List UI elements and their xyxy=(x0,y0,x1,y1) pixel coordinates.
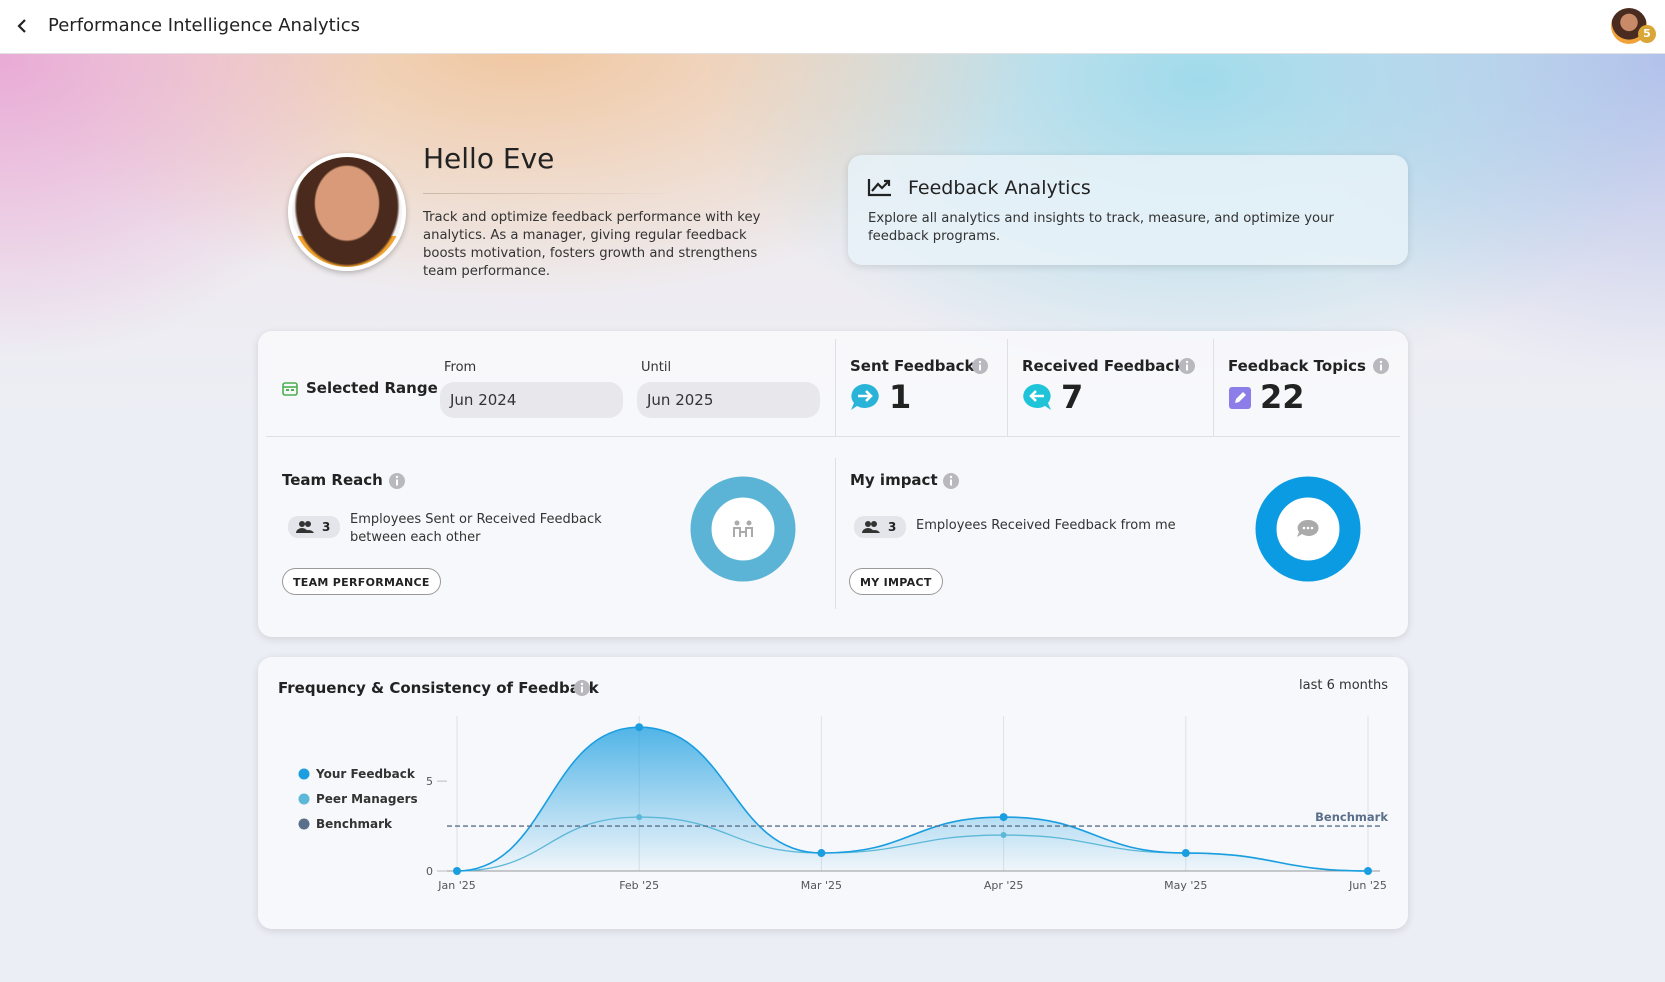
data-point xyxy=(1181,849,1190,858)
my-impact-donut xyxy=(1255,476,1361,582)
data-point xyxy=(817,849,826,858)
benchmark-label: Benchmark xyxy=(1315,810,1388,824)
info-icon[interactable] xyxy=(942,472,960,490)
y-tick-label: 5 xyxy=(426,775,433,788)
card-title: Feedback Analytics xyxy=(908,177,1091,199)
info-icon[interactable] xyxy=(1372,357,1390,375)
team-reach-donut xyxy=(690,476,796,582)
data-point xyxy=(453,867,461,875)
stat-value: 1 xyxy=(889,378,912,416)
card-text: Explore all analytics and insights to tr… xyxy=(868,211,1334,244)
count-value: 3 xyxy=(322,520,331,534)
from-label: From xyxy=(444,360,477,375)
summary-card: Selected Range From Jun 2024 Until Jun 2… xyxy=(258,331,1408,637)
data-point xyxy=(1000,832,1007,839)
data-point xyxy=(636,814,643,821)
x-tick-label: Jun '25 xyxy=(1348,879,1387,892)
info-icon[interactable] xyxy=(971,357,989,375)
received-icon xyxy=(1023,384,1051,410)
x-tick-label: Feb '25 xyxy=(619,879,659,892)
sent-icon xyxy=(851,384,879,410)
page-title: Performance Intelligence Analytics xyxy=(48,15,360,36)
chart-title: Frequency & Consistency of Feedback xyxy=(278,679,599,697)
greeting-text: Track and optimize feedback performance … xyxy=(423,210,761,279)
divider xyxy=(835,339,836,437)
section-title: My impact xyxy=(850,471,938,489)
info-icon[interactable] xyxy=(1178,357,1196,375)
legend-label: Your Feedback xyxy=(315,767,416,781)
feedback-analytics-card[interactable]: Feedback Analytics Explore all analytics… xyxy=(848,155,1408,265)
line-chart: Jan '25 Feb '25 Mar '25 Apr '25 May '25 Jun '… xyxy=(298,716,1388,892)
stat-label: Received Feedback xyxy=(1022,357,1185,375)
stat-value: 7 xyxy=(1061,378,1084,416)
x-tick-label: Apr '25 xyxy=(984,879,1024,892)
info-icon[interactable] xyxy=(388,472,406,490)
legend-swatch xyxy=(298,818,310,830)
people-icon xyxy=(296,521,314,533)
legend-swatch xyxy=(298,768,310,780)
divider xyxy=(1007,339,1008,437)
divider xyxy=(266,436,1400,437)
y-tick-label: 0 xyxy=(426,865,433,878)
legend-swatch xyxy=(298,793,310,805)
until-label: Until xyxy=(641,360,672,375)
profile-avatar xyxy=(288,153,406,271)
stat-label: Sent Feedback xyxy=(850,357,975,375)
count-value: 3 xyxy=(888,520,897,534)
count-pill: 3 xyxy=(854,516,906,538)
legend-label: Benchmark xyxy=(316,817,393,831)
from-input[interactable]: Jun 2024 xyxy=(440,382,623,418)
calendar-icon xyxy=(282,382,298,396)
section-text: Employees Sent or Received Feedback betw… xyxy=(350,512,602,545)
greeting-title: Hello Eve xyxy=(423,142,555,175)
range-label: Selected Range xyxy=(306,379,438,397)
x-tick-label: Mar '25 xyxy=(801,879,842,892)
area xyxy=(457,727,1368,871)
my-impact-button[interactable]: MY IMPACT xyxy=(849,568,943,595)
divider xyxy=(1213,339,1214,437)
notification-badge: 5 xyxy=(1638,25,1656,43)
topics-icon xyxy=(1229,387,1251,409)
period-label: last 6 months xyxy=(1299,678,1388,693)
line xyxy=(456,726,1369,872)
back-button[interactable] xyxy=(12,16,32,36)
chart-icon xyxy=(867,179,891,197)
x-tick-label: May '25 xyxy=(1164,879,1207,892)
stat-label: Feedback Topics xyxy=(1228,357,1366,375)
data-point xyxy=(635,723,644,732)
data-point xyxy=(1364,867,1372,875)
top-bar: Performance Intelligence Analytics 5 xyxy=(0,0,1665,54)
x-tick-label: Jan '25 xyxy=(437,879,475,892)
people-icon xyxy=(862,521,880,533)
stat-value: 22 xyxy=(1260,378,1305,416)
until-input[interactable]: Jun 2025 xyxy=(637,382,820,418)
team-performance-button[interactable]: TEAM PERFORMANCE xyxy=(282,568,441,595)
count-pill: 3 xyxy=(288,516,340,538)
chart-card: Frequency & Consistency of Feedback last… xyxy=(258,657,1408,929)
section-text: Employees Received Feedback from me xyxy=(916,518,1176,533)
section-title: Team Reach xyxy=(282,471,383,489)
divider xyxy=(423,193,683,194)
info-icon[interactable] xyxy=(573,679,591,697)
legend-label: Peer Managers xyxy=(316,792,418,806)
divider xyxy=(835,458,836,609)
data-point xyxy=(999,813,1008,822)
